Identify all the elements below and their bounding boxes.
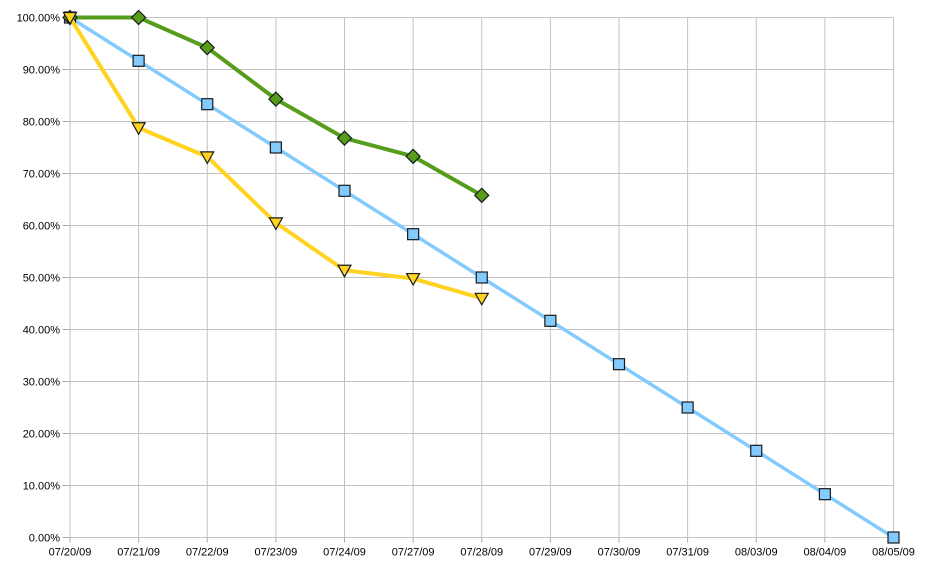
x-axis-label: 07/20/09	[49, 547, 92, 559]
x-axis-label: 08/03/09	[735, 547, 778, 559]
marker-square	[338, 184, 351, 197]
y-axis-label: 90.00%	[23, 65, 61, 77]
marker-diamond	[199, 39, 216, 56]
x-axis-label: 08/04/09	[803, 547, 846, 559]
marker-square	[544, 314, 557, 327]
y-axis-label: 70.00%	[23, 169, 61, 181]
marker-square	[750, 444, 763, 457]
x-axis-label: 07/29/09	[529, 547, 572, 559]
y-axis-label: 10.00%	[23, 481, 61, 493]
marker-triangle-down	[268, 217, 284, 231]
marker-square	[681, 401, 694, 414]
marker-diamond	[336, 130, 353, 146]
marker-triangle-down	[405, 272, 421, 287]
x-axis-label: 07/31/09	[666, 547, 709, 559]
marker-triangle-down	[474, 292, 490, 307]
marker-triangle-down	[199, 151, 215, 165]
y-axis-label: 0.00%	[29, 533, 60, 545]
y-axis-label: 40.00%	[23, 325, 61, 337]
marker-diamond	[473, 187, 490, 204]
marker-triangle-down	[336, 264, 353, 278]
marker-diamond	[130, 9, 147, 26]
marker-triangle-down	[62, 11, 78, 26]
x-axis-label: 07/27/09	[392, 547, 435, 559]
y-axis-label: 60.00%	[23, 221, 61, 233]
y-axis-label: 20.00%	[23, 429, 61, 441]
x-axis-label: 07/22/09	[186, 547, 229, 559]
x-axis-label: 07/21/09	[117, 547, 160, 559]
x-axis-label: 07/28/09	[460, 547, 503, 559]
marker-square	[818, 488, 831, 501]
marker-square	[407, 228, 420, 241]
marker-triangle-down	[131, 122, 147, 136]
x-axis-label: 07/23/09	[254, 547, 297, 559]
y-axis-label: 100.00%	[17, 13, 61, 25]
y-axis-label: 30.00%	[23, 377, 61, 389]
marker-square	[201, 98, 214, 111]
marker-square	[887, 531, 900, 544]
marker-square	[612, 358, 626, 371]
marker-square	[475, 271, 488, 284]
y-axis-label: 80.00%	[23, 117, 61, 129]
marker-diamond	[268, 91, 284, 107]
marker-square	[132, 54, 145, 67]
marker-square	[269, 141, 282, 154]
x-axis-label: 08/05/09	[872, 547, 915, 559]
y-axis-label: 50.00%	[23, 273, 61, 285]
x-axis-label: 07/30/09	[598, 547, 641, 559]
marker-diamond	[405, 148, 421, 165]
x-axis-label: 07/24/09	[323, 547, 366, 559]
